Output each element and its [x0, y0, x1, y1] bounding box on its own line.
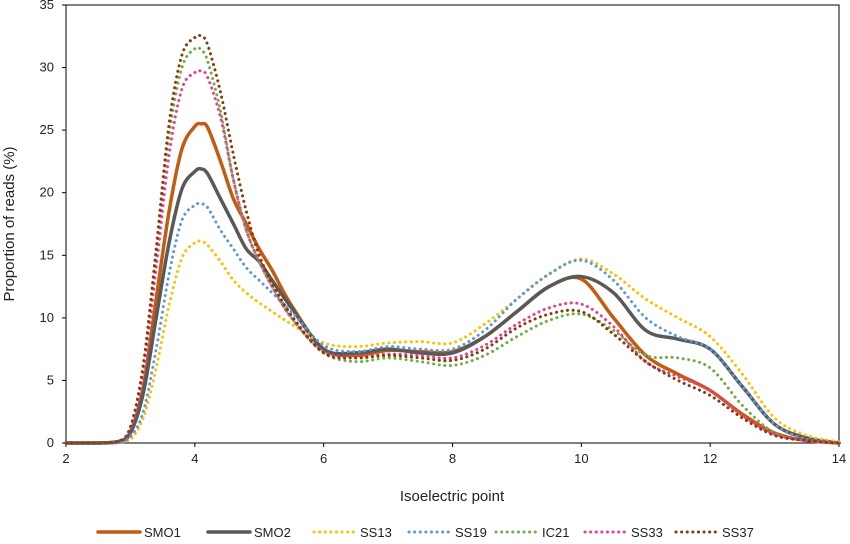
x-tick-label: 6	[320, 451, 327, 466]
x-axis-title: Isoelectric point	[400, 488, 505, 505]
x-tick-label: 4	[191, 451, 198, 466]
x-tick-label: 14	[832, 451, 846, 466]
legend-label-smo1: SMO1	[144, 525, 181, 540]
x-axis-ticks: 2 4 6 8 10 12 14	[62, 443, 846, 466]
series-line-ss37	[64, 33, 841, 445]
x-tick-label: 8	[449, 451, 456, 466]
y-tick-label: 25	[40, 122, 54, 137]
legend-label-ic21: IC21	[542, 525, 569, 540]
y-axis-title: Proportion of reads (%)	[1, 146, 18, 301]
y-tick-label: 5	[47, 372, 54, 387]
y-tick-label: 20	[40, 185, 54, 200]
x-tick-label: 10	[574, 451, 588, 466]
series-line-ss13	[64, 239, 841, 445]
y-tick-label: 35	[40, 0, 54, 12]
y-tick-label: 30	[40, 60, 54, 75]
legend-label-ss33: SS33	[631, 525, 663, 540]
x-tick-label: 2	[62, 451, 69, 466]
y-axis-ticks: 0 5 10 15 20 25 30 35	[40, 0, 66, 450]
y-tick-label: 15	[40, 247, 54, 262]
plot-area	[65, 4, 840, 444]
legend-label-ss13: SS13	[360, 525, 392, 540]
y-tick-label: 10	[40, 310, 54, 325]
legend: SMO1 SMO2 SS13 SS19 IC21 SS33 SS37	[96, 525, 754, 540]
series-line-ss33	[64, 69, 841, 445]
series-line-ic21	[64, 45, 841, 445]
legend-label-smo2: SMO2	[254, 525, 291, 540]
series-line-ss19	[64, 201, 841, 445]
y-tick-label: 0	[47, 435, 54, 450]
x-tick-label: 12	[703, 451, 717, 466]
legend-label-ss37: SS37	[722, 525, 754, 540]
series-lines	[64, 33, 841, 445]
legend-label-ss19: SS19	[455, 525, 487, 540]
